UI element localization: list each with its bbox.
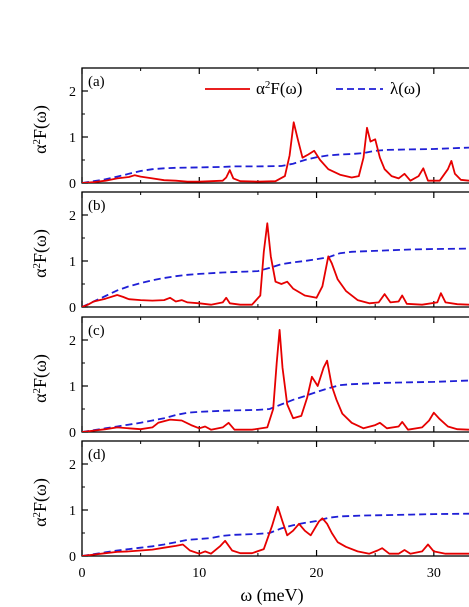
y-tick-label: 1 bbox=[69, 504, 76, 519]
y-tick-label: 2 bbox=[69, 458, 76, 473]
panel-b: 0 1 2 (b) α2F(ω) bbox=[30, 191, 469, 316]
panel-label: (d) bbox=[88, 447, 106, 463]
y-axis-title: α2F(ω) bbox=[30, 354, 51, 403]
panel-label: (b) bbox=[88, 198, 106, 214]
y-tick-label: 0 bbox=[69, 301, 76, 316]
lambda-series-line bbox=[82, 247, 469, 307]
panel-frame bbox=[81, 67, 469, 184]
y-tick-label: 2 bbox=[69, 85, 76, 100]
y-axis-title: α2F(ω) bbox=[30, 105, 51, 154]
x-tick-label: 30 bbox=[427, 566, 441, 581]
panel-label: (a) bbox=[88, 74, 105, 90]
lambda-series-line bbox=[82, 379, 469, 432]
y-tick-label: 1 bbox=[69, 255, 76, 270]
y-tick-label: 1 bbox=[69, 131, 76, 146]
panel-frame bbox=[81, 440, 469, 557]
x-tick-label: 10 bbox=[192, 566, 206, 581]
y-tick-label: 2 bbox=[69, 334, 76, 349]
x-tick-label: 0 bbox=[79, 566, 86, 581]
legend: α2F(ω) λ(ω) bbox=[205, 79, 421, 98]
y-axis-title: α2F(ω) bbox=[30, 478, 51, 527]
panel-a: 0 1 2 (a) α2F(ω) α2F(ω) λ(ω) bbox=[30, 67, 469, 192]
y-tick-label: 0 bbox=[69, 426, 76, 441]
panel-frame bbox=[81, 316, 469, 433]
lambda-series-line bbox=[82, 146, 469, 183]
y-tick-label: 0 bbox=[69, 177, 76, 192]
legend-a2f-label: α2F(ω) bbox=[256, 79, 302, 98]
y-tick-label: 1 bbox=[69, 380, 76, 395]
panel-d: 0 1 2 (d) α2F(ω) 0 10 20 30 ω (meV) bbox=[30, 440, 469, 606]
y-axis-title: α2F(ω) bbox=[30, 229, 51, 278]
panel-c: 0 1 2 (c) α2F(ω) bbox=[30, 316, 469, 441]
legend-lambda-label: λ(ω) bbox=[390, 79, 421, 98]
x-axis-title: ω (meV) bbox=[240, 585, 303, 606]
a2f-series-line bbox=[82, 328, 469, 432]
y-tick-label: 0 bbox=[69, 550, 76, 565]
a2f-series-line bbox=[82, 505, 469, 556]
a2f-series-line bbox=[82, 222, 469, 307]
x-tick-label: 20 bbox=[310, 566, 324, 581]
panel-label: (c) bbox=[88, 323, 105, 339]
panel-frame bbox=[81, 191, 469, 308]
lambda-series-line bbox=[82, 512, 469, 556]
y-tick-label: 2 bbox=[69, 209, 76, 224]
a2f-series-line bbox=[82, 121, 469, 183]
